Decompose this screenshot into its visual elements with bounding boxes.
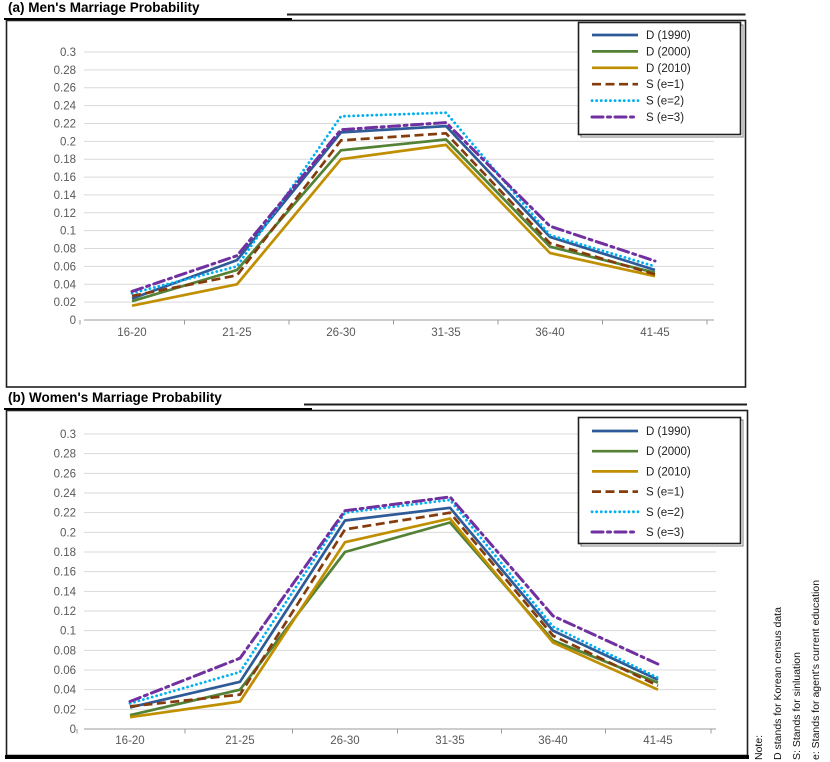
series-line-d-1990- — [131, 124, 656, 300]
legend-item-label: D (2010) — [646, 63, 691, 75]
x-tick-label: 26-30 — [330, 735, 359, 747]
legend-item-label: D (1990) — [646, 426, 691, 438]
x-tick-label: 21-25 — [222, 327, 251, 339]
legend: D (1990) D (2000) D (2010) S (e=1) S (e=2) S … — [577, 416, 744, 547]
x-tick-label: 26-30 — [326, 327, 355, 339]
legend-item-label: D (2000) — [646, 46, 691, 58]
legend-box — [577, 21, 742, 136]
legend-item: S (e=1) — [592, 79, 684, 91]
legend-item: S (e=2) — [590, 96, 684, 108]
legend-item: S (e=2) — [590, 507, 684, 519]
legend-item-label: D (2000) — [646, 446, 691, 458]
legend-item-label: S (e=1) — [646, 79, 684, 91]
series-line-s-e-3- — [128, 495, 660, 703]
series-line-d-2000- — [129, 521, 659, 717]
series-line-s-e-1- — [129, 511, 659, 708]
y-tick-label: 0.06 — [54, 261, 76, 273]
y-tick-label: 0.22 — [54, 118, 76, 130]
chart-b-title: (b) Women's Marriage Probability — [4, 390, 312, 410]
chart-b-plot: 0 0.02 0.04 0.06 0.08 0.1 0.12 0.14 0.16 0.18 0.2 0… — [54, 416, 744, 747]
y-tick-label: 0.04 — [54, 279, 77, 291]
note-line: S: Stands for sinluation — [791, 652, 803, 760]
chart-a-border — [5, 19, 747, 388]
legend-item-label: S (e=3) — [646, 527, 684, 539]
legend-item-label: S (e=1) — [646, 487, 684, 499]
y-tick-label: 0.18 — [54, 547, 76, 559]
y-tick-label: 0.04 — [54, 685, 77, 697]
series-line-d-2010- — [129, 517, 659, 719]
legend-item: D (2010) — [592, 466, 691, 478]
series-line-d-1990- — [129, 506, 659, 709]
x-tick-label: 41-45 — [640, 327, 669, 339]
series-line-d-2000- — [131, 138, 656, 303]
legend-item: D (1990) — [592, 426, 691, 438]
legend-item: D (1990) — [592, 30, 691, 42]
legend-item-label: D (1990) — [646, 30, 691, 42]
legend-item: D (2000) — [592, 46, 691, 58]
x-tick-label: 21-25 — [225, 735, 254, 747]
y-tick-label: 0.1 — [60, 626, 76, 638]
y-tick-label: 0.2 — [60, 136, 76, 148]
y-tick-label: 0.02 — [54, 297, 76, 309]
chart-a-plot: 0 0.02 0.04 0.06 0.08 0.1 0.12 0.14 0.16 0.18 0.2 0… — [54, 21, 744, 339]
y-tick-label: 0.14 — [54, 586, 77, 598]
legend-item-label: S (e=2) — [646, 96, 684, 108]
y-tick-label: 0.28 — [54, 65, 76, 77]
series-line-s-e-1- — [131, 131, 656, 298]
y-tick-label: 0.18 — [54, 154, 76, 166]
y-tick-label: 0.2 — [60, 527, 76, 539]
series-line-s-e-2- — [128, 498, 660, 705]
y-tick-label: 0 — [70, 315, 76, 327]
y-tick-label: 0.08 — [54, 645, 76, 657]
series-line-s-e-2- — [130, 111, 657, 295]
x-tick-label: 16-20 — [117, 327, 146, 339]
y-tick-label: 0.16 — [54, 172, 76, 184]
x-tick-label: 31-35 — [435, 735, 464, 747]
legend-item: S (e=3) — [590, 112, 684, 124]
y-tick-label: 0.06 — [54, 665, 76, 677]
series-line-d-2010- — [131, 143, 656, 308]
x-tick-label: 36-40 — [535, 327, 564, 339]
note: Note: D stands for Korean census data S:… — [750, 560, 828, 760]
y-tick-label: 0.02 — [54, 704, 76, 716]
y-tick-label: 0 — [70, 724, 76, 736]
y-tick-label: 0.28 — [54, 449, 76, 461]
note-label: Note: — [753, 734, 765, 760]
y-tick-label: 0.12 — [54, 208, 76, 220]
legend-item: D (2000) — [592, 446, 691, 458]
legend-item: S (e=1) — [592, 487, 684, 499]
y-tick-label: 0.16 — [54, 567, 76, 579]
legend: D (1990) D (2000) D (2010) S (e=1) S (e=2) S … — [577, 21, 744, 138]
legend-box — [577, 416, 742, 545]
y-tick-label: 0.26 — [54, 83, 76, 95]
y-tick-label: 0.24 — [54, 488, 77, 500]
y-tick-label: 0.26 — [54, 468, 76, 480]
y-tick-label: 0.3 — [60, 47, 76, 59]
legend-item-label: S (e=3) — [646, 112, 684, 124]
y-tick-label: 0.12 — [54, 606, 76, 618]
note-line: e: Stands for agent's current education — [810, 579, 822, 760]
legend-item: S (e=3) — [590, 527, 684, 539]
x-tick-label: 31-35 — [431, 327, 460, 339]
legend-item-label: S (e=2) — [646, 507, 684, 519]
y-tick-label: 0.3 — [60, 429, 76, 441]
x-tick-label: 16-20 — [115, 735, 144, 747]
x-tick-label: 41-45 — [643, 735, 672, 747]
legend-item: D (2010) — [592, 63, 691, 75]
y-tick-label: 0.08 — [54, 244, 76, 256]
legend-item-label: D (2010) — [646, 466, 691, 478]
y-tick-label: 0.14 — [54, 190, 77, 202]
note-line: D stands for Korean census data — [772, 607, 784, 760]
series-line-s-e-3- — [130, 121, 657, 293]
y-tick-label: 0.24 — [54, 101, 77, 113]
y-tick-label: 0.22 — [54, 508, 76, 520]
y-tick-label: 0.1 — [60, 226, 76, 238]
x-tick-label: 36-40 — [538, 735, 567, 747]
chart-a-title: (a) Men's Marriage Probability — [4, 0, 292, 20]
